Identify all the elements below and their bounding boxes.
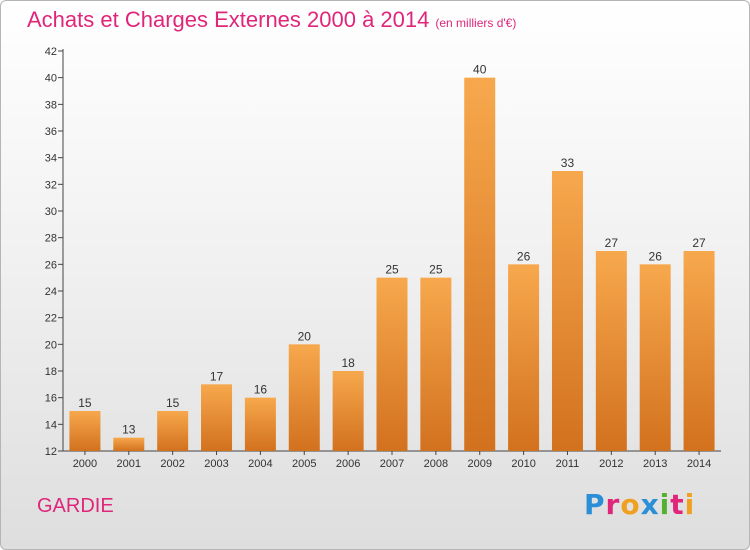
- bar: [420, 277, 452, 451]
- bar: [683, 251, 715, 451]
- bar-value-label: 26: [517, 249, 531, 263]
- proxiti-logo: Proxiti: [584, 488, 695, 521]
- bar: [201, 384, 233, 451]
- chart-title: Achats et Charges Externes 2000 à 2014 (e…: [27, 7, 516, 33]
- chart-title-text: Achats et Charges Externes 2000 à 2014: [27, 7, 430, 32]
- x-tick-label: 2009: [467, 458, 491, 470]
- y-tick-label: 34: [45, 153, 57, 165]
- bar-value-label: 26: [649, 249, 663, 263]
- bar-value-label: 20: [298, 329, 312, 343]
- x-tick-label: 2008: [424, 458, 448, 470]
- x-tick-label: 2005: [292, 458, 316, 470]
- chart-subtitle: (en milliers d'€): [435, 16, 517, 30]
- y-tick-label: 14: [45, 419, 57, 431]
- logo-letter: t: [670, 488, 685, 521]
- bar-value-label: 17: [210, 369, 224, 383]
- bar: [332, 371, 364, 451]
- bar: [551, 171, 583, 451]
- x-tick-label: 2001: [117, 458, 141, 470]
- bar-value-label: 13: [122, 423, 136, 437]
- y-tick-label: 24: [45, 286, 57, 298]
- x-tick-label: 2012: [599, 458, 623, 470]
- bar: [508, 264, 540, 451]
- bar: [595, 251, 627, 451]
- x-tick-label: 2004: [248, 458, 272, 470]
- logo-letter: r: [605, 488, 621, 521]
- x-tick-label: 2000: [73, 458, 97, 470]
- logo-letter: x: [640, 488, 660, 521]
- x-tick-label: 2002: [160, 458, 184, 470]
- y-tick-label: 26: [45, 259, 57, 271]
- x-tick-label: 2013: [643, 458, 667, 470]
- bar: [376, 277, 408, 451]
- y-tick-label: 30: [45, 206, 57, 218]
- bar-value-label: 15: [78, 396, 92, 410]
- commune-name: GARDIE: [37, 495, 114, 517]
- bar-value-label: 33: [561, 156, 575, 170]
- x-tick-label: 2010: [511, 458, 535, 470]
- chart-data-labels: 15 13 15 17 16 20 18 25 25 40 26 33 27 26 27: [78, 63, 706, 437]
- y-tick-label: 12: [45, 446, 57, 458]
- bar: [157, 411, 189, 451]
- y-tick-label: 40: [45, 73, 57, 85]
- bar-value-label: 16: [254, 383, 268, 397]
- bar-value-label: 25: [385, 263, 399, 277]
- x-tick-label: 2011: [556, 458, 580, 470]
- chart-bars: [69, 77, 715, 452]
- y-tick-label: 16: [45, 393, 57, 405]
- bar: [244, 397, 276, 451]
- bar: [464, 77, 496, 452]
- bar-value-label: 25: [429, 263, 443, 277]
- logo-letter: i: [659, 488, 671, 521]
- y-tick-label: 22: [45, 313, 57, 325]
- logo-letter: i: [684, 488, 696, 521]
- y-tick-label: 32: [45, 179, 57, 191]
- y-tick-label: 42: [45, 46, 57, 58]
- y-tick-label: 28: [45, 233, 57, 245]
- y-tick-label: 20: [45, 339, 57, 351]
- bar-value-label: 18: [341, 356, 355, 370]
- bar-value-label: 15: [166, 396, 180, 410]
- bar: [113, 437, 145, 451]
- logo-letter: o: [620, 488, 641, 521]
- x-tick-label: 2006: [336, 458, 360, 470]
- bar-value-label: 27: [605, 236, 619, 250]
- bar: [288, 344, 320, 451]
- y-tick-label: 38: [45, 99, 57, 111]
- chart-axes: 12 14 16 18 20 22 24 26 28 30 32 34 36 38 40 42 2000 2001…: [45, 46, 721, 470]
- y-tick-label: 18: [45, 366, 57, 378]
- bar-value-label: 27: [692, 236, 706, 250]
- bar: [639, 264, 671, 451]
- y-tick-label: 36: [45, 126, 57, 138]
- bar: [69, 411, 101, 451]
- x-tick-label: 2014: [687, 458, 711, 470]
- bar-value-label: 40: [473, 63, 487, 77]
- logo-letter: P: [584, 488, 606, 521]
- x-tick-label: 2003: [204, 458, 228, 470]
- x-tick-label: 2007: [380, 458, 404, 470]
